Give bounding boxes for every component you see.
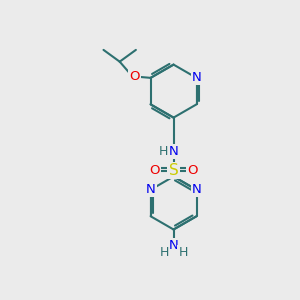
Text: H: H	[178, 246, 188, 259]
Text: O: O	[129, 70, 140, 83]
Text: N: N	[169, 145, 178, 158]
Text: N: N	[146, 183, 155, 196]
Text: H: H	[159, 246, 169, 259]
Text: O: O	[188, 164, 198, 177]
Text: H: H	[159, 145, 168, 158]
Text: N: N	[192, 71, 201, 84]
Text: S: S	[169, 163, 178, 178]
Text: O: O	[149, 164, 160, 177]
Text: N: N	[169, 239, 178, 252]
Text: N: N	[192, 183, 201, 196]
